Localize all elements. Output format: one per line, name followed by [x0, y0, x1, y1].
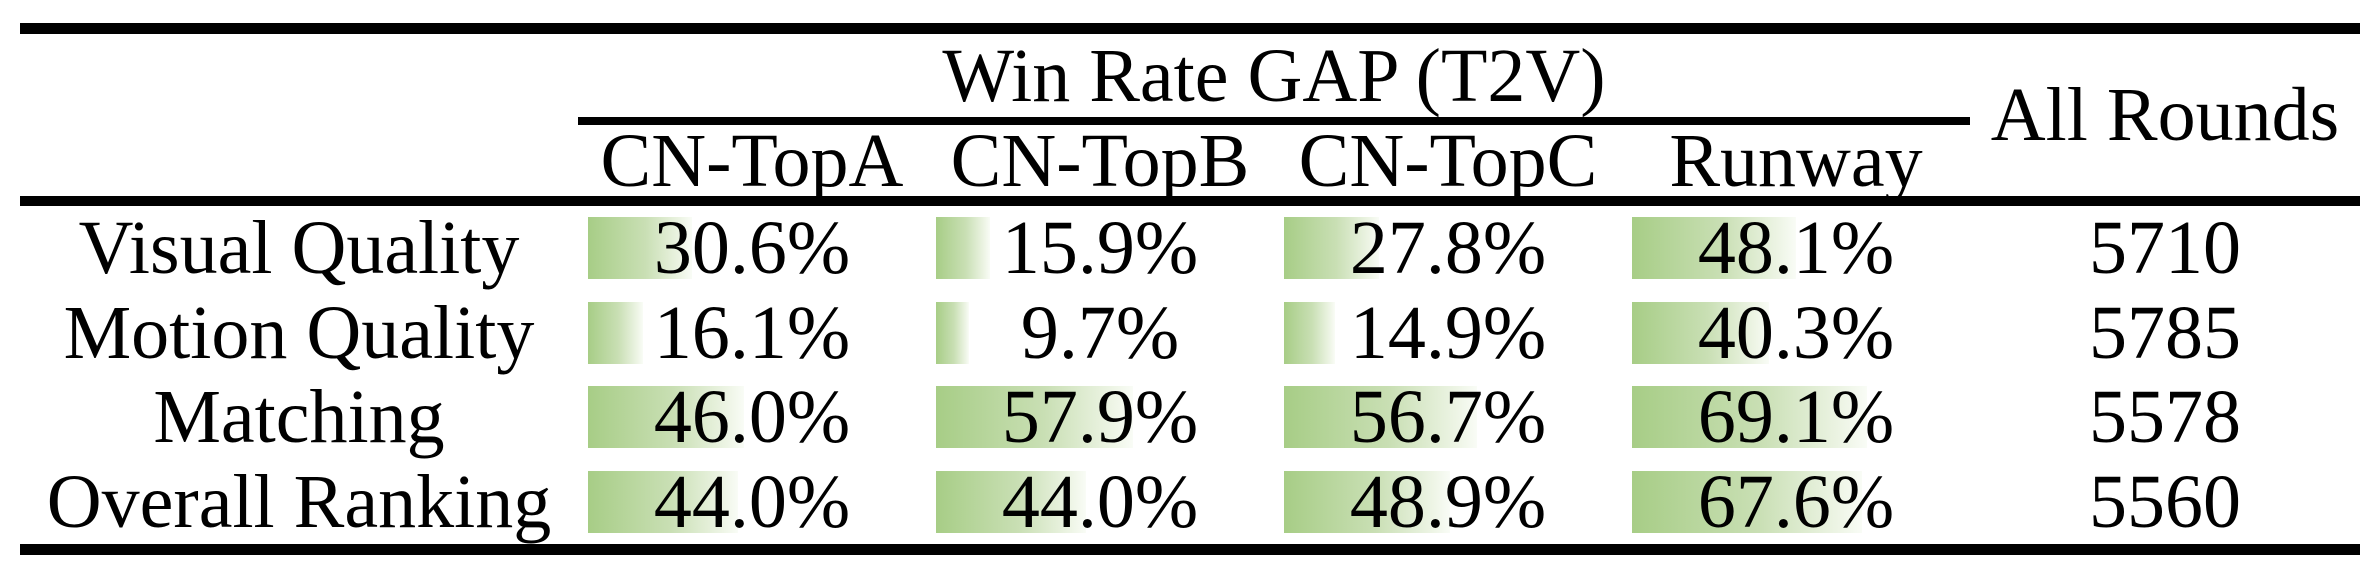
win-rate-cell-overall-ranking-runway: 67.6%	[1622, 460, 1970, 545]
win-rate-cell-motion-quality-cn-topb: 9.7%	[926, 291, 1274, 376]
table-header: Win Rate GAP (T2V) CN-TopA CN-TopB CN-TopC…	[20, 33, 2360, 203]
win-rate-cell-visual-quality-cn-topc: 27.8%	[1274, 206, 1622, 291]
win-rate-data-bar	[936, 217, 991, 280]
results-table: Win Rate GAP (T2V) CN-TopA CN-TopB CN-TopC…	[20, 0, 2360, 555]
win-rate-data-bar	[588, 470, 738, 533]
all-rounds-value-visual-quality: 5710	[2089, 206, 2241, 291]
row-label-overall-ranking: Overall Ranking	[46, 459, 552, 544]
win-rate-cell-motion-quality-runway: 40.3%	[1622, 291, 1970, 376]
win-rate-cell-overall-ranking-cn-topb: 44.0%	[926, 460, 1274, 545]
win-rate-data-bar	[1284, 470, 1451, 533]
win-rate-value: 15.9%	[1001, 206, 1199, 291]
column-header-cn-topa: CN-TopA	[600, 118, 904, 203]
win-rate-value: 27.8%	[1349, 206, 1547, 291]
win-rate-cell-overall-ranking-cn-topc: 48.9%	[1274, 460, 1622, 545]
win-rate-cell-overall-ranking-cn-topa: 44.0%	[578, 460, 926, 545]
win-rate-cell-motion-quality-cn-topa: 16.1%	[578, 291, 926, 376]
win-rate-cell-visual-quality-cn-topa: 30.6%	[578, 206, 926, 291]
table-top-rule	[20, 23, 2360, 34]
win-rate-cell-visual-quality-cn-topb: 15.9%	[926, 206, 1274, 291]
win-rate-data-bar	[1284, 217, 1379, 280]
row-label-motion-quality: Motion Quality	[63, 290, 535, 375]
win-rate-value: 40.3%	[1697, 290, 1895, 375]
header-body-separator-rule	[20, 196, 2360, 206]
column-header-cn-topc: CN-TopC	[1298, 118, 1598, 203]
group-header-title: Win Rate GAP (T2V)	[942, 33, 1606, 118]
win-rate-value: 67.6%	[1697, 459, 1895, 544]
row-label-matching: Matching	[153, 375, 445, 460]
win-rate-cell-visual-quality-runway: 48.1%	[1622, 206, 1970, 291]
table-row-matching: Matching 46.0% 57.9% 56.7% 69.1% 5578	[20, 375, 2360, 460]
win-rate-value: 44.0%	[653, 459, 851, 544]
row-label-visual-quality: Visual Quality	[78, 206, 520, 291]
win-rate-data-bar	[1284, 301, 1335, 364]
win-rate-value: 57.9%	[1001, 375, 1199, 460]
all-rounds-header: All Rounds	[1990, 73, 2340, 157]
win-rate-data-bar	[1632, 217, 1796, 280]
win-rate-value: 44.0%	[1001, 459, 1199, 544]
win-rate-value: 30.6%	[653, 206, 851, 291]
win-rate-cell-matching-cn-topa: 46.0%	[578, 375, 926, 460]
win-rate-data-bar	[1632, 301, 1769, 364]
win-rate-data-bar	[936, 386, 1133, 449]
win-rate-data-bar	[936, 470, 1086, 533]
win-rate-value: 16.1%	[653, 290, 851, 375]
all-rounds-value-matching: 5578	[2089, 375, 2241, 460]
win-rate-value: 9.7%	[1020, 290, 1180, 375]
win-rate-cell-matching-cn-topb: 57.9%	[926, 375, 1274, 460]
group-header-underline	[578, 117, 1970, 125]
win-rate-value: 14.9%	[1349, 290, 1547, 375]
table-row-visual-quality: Visual Quality 30.6% 15.9% 27.8% 48.1% 5710	[20, 206, 2360, 291]
all-rounds-value-overall-ranking: 5560	[2089, 459, 2241, 544]
model-column-headers: CN-TopA CN-TopB CN-TopC Runway	[578, 118, 1970, 203]
table-row-motion-quality: Motion Quality 16.1% 9.7% 14.9% 40.3% 5785	[20, 291, 2360, 376]
win-rate-data-bar	[1632, 470, 1862, 533]
win-rate-cell-motion-quality-cn-topc: 14.9%	[1274, 291, 1622, 376]
win-rate-value: 48.1%	[1697, 206, 1895, 291]
win-rate-data-bar	[1632, 386, 1867, 449]
win-rate-value: 48.9%	[1349, 459, 1547, 544]
header-stub-cell	[20, 34, 578, 196]
column-header-cn-topb: CN-TopB	[950, 118, 1250, 203]
win-rate-cell-matching-cn-topc: 56.7%	[1274, 375, 1622, 460]
win-rate-data-bar	[588, 386, 745, 449]
win-rate-value: 56.7%	[1349, 375, 1547, 460]
win-rate-value: 69.1%	[1697, 375, 1895, 460]
table-row-overall-ranking: Overall Ranking 44.0% 44.0% 48.9% 67.6% 5560	[20, 460, 2360, 545]
table-body: Visual Quality 30.6% 15.9% 27.8% 48.1% 5710 Mo…	[20, 206, 2360, 544]
all-rounds-value-motion-quality: 5785	[2089, 290, 2241, 375]
table-bottom-rule	[20, 544, 2360, 555]
win-rate-data-bar	[588, 301, 643, 364]
win-rate-data-bar	[1284, 386, 1477, 449]
win-rate-data-bar	[588, 217, 692, 280]
win-rate-data-bar	[936, 301, 969, 364]
win-rate-gap-group: Win Rate GAP (T2V) CN-TopA CN-TopB CN-TopC…	[578, 33, 1970, 203]
win-rate-value: 46.0%	[653, 375, 851, 460]
column-header-runway: Runway	[1669, 118, 1923, 203]
win-rate-cell-matching-runway: 69.1%	[1622, 375, 1970, 460]
